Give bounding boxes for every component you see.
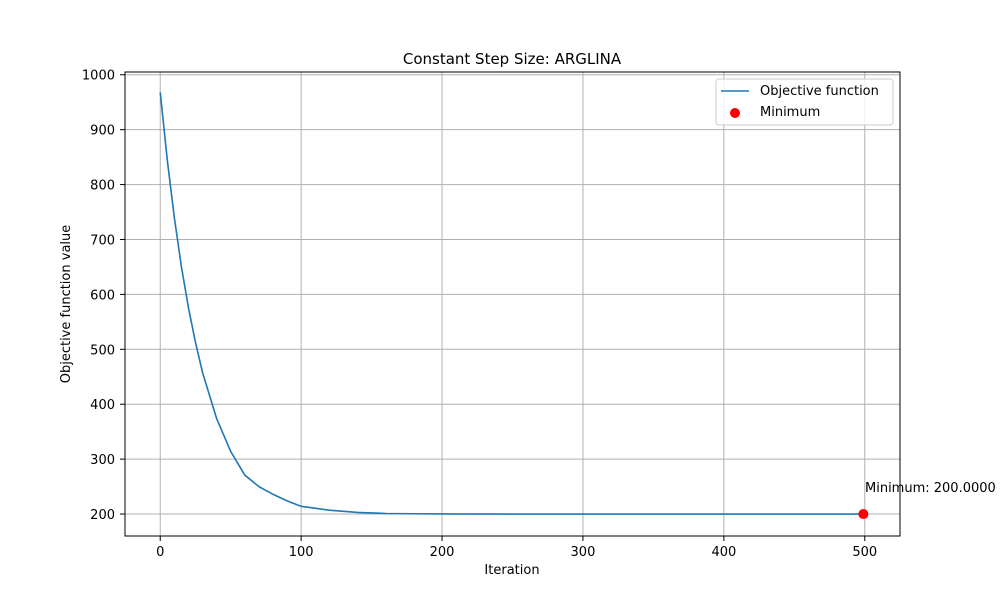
series-layer xyxy=(159,92,864,515)
legend: Objective function Minimum xyxy=(715,78,894,126)
x-tick-label: 200 xyxy=(430,545,455,560)
grid-layer xyxy=(125,72,900,536)
point-layer xyxy=(858,509,869,520)
legend-label-objective-function: Objective function xyxy=(760,84,879,99)
y-tick-label: 500 xyxy=(90,343,115,358)
x-tick-label: 0 xyxy=(156,545,164,560)
y-tick-label: 400 xyxy=(90,398,115,413)
legend-label-minimum: Minimum xyxy=(760,105,820,120)
y-tick-label: 200 xyxy=(90,508,115,523)
y-tick-label: 600 xyxy=(90,288,115,303)
minimum-point xyxy=(858,509,869,520)
y-tick-label: 300 xyxy=(90,453,115,468)
tick-layer: 0 100 200 300 400 500 200 300 400 500 600 700 800 900… xyxy=(82,69,877,560)
series-line-objective-function xyxy=(159,92,864,515)
y-tick-label: 700 xyxy=(90,233,115,248)
x-tick-label: 500 xyxy=(852,545,877,560)
legend-point-swatch xyxy=(730,108,740,118)
minimum-annotation: Minimum: 200.0000 xyxy=(865,481,996,496)
y-axis-label: Objective function value xyxy=(59,225,74,384)
x-tick-label: 100 xyxy=(289,545,314,560)
plot-frame xyxy=(124,71,901,537)
y-tick-label: 800 xyxy=(90,179,115,194)
legend-box xyxy=(715,78,894,126)
y-tick-label: 1000 xyxy=(82,69,115,84)
y-tick-label: 900 xyxy=(90,124,115,139)
x-tick-label: 400 xyxy=(711,545,736,560)
chart-title: Constant Step Size: ARGLINA xyxy=(403,50,622,68)
x-tick-label: 300 xyxy=(571,545,596,560)
x-axis-label: Iteration xyxy=(484,563,539,578)
